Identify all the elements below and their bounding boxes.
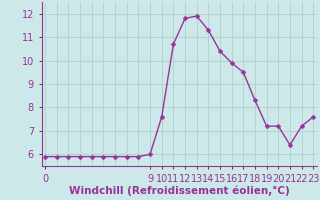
- X-axis label: Windchill (Refroidissement éolien,°C): Windchill (Refroidissement éolien,°C): [69, 185, 290, 196]
